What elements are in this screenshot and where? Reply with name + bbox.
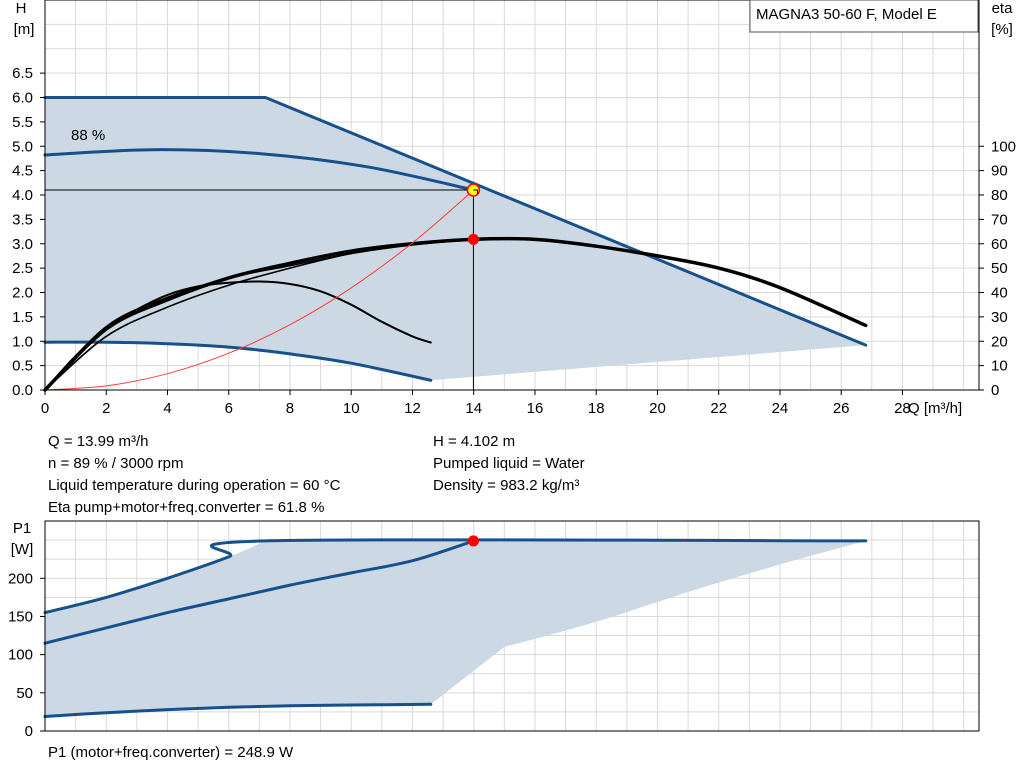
y2-tick-label: 80: [991, 187, 1008, 204]
y-tick-label: 2.0: [12, 285, 33, 302]
y-tick-label: 4.5: [12, 163, 33, 180]
power-chart: 0 50 100 150 200 P1 [W]: [8, 520, 980, 740]
head-curves: [43, 96, 868, 392]
x-axis-label: Q [m³/h]: [908, 400, 962, 417]
x-tick-label: 12: [404, 400, 421, 417]
y2-tick-label: 50: [991, 260, 1008, 277]
curve-min-curve: [43, 340, 433, 382]
chart-title: MAGNA3 50-60 F, Model E: [756, 6, 937, 23]
info-liquid-temperature: Liquid temperature during operation = 60…: [48, 477, 341, 494]
curve-eta-min: [44, 280, 432, 391]
y-tick-label: 1.5: [12, 309, 33, 326]
info-efficiency: Eta pump+motor+freq.converter = 61.8 %: [48, 499, 325, 516]
y2-tick-label: 100: [991, 138, 1016, 155]
power-curve-min-curve: [43, 702, 433, 718]
y2-tick-label: 70: [991, 211, 1008, 228]
x-tick-label: 28: [894, 400, 911, 417]
y-tick-label: 5.0: [12, 138, 33, 155]
y2-axis-label-eta: eta: [992, 0, 1014, 17]
head-y2-ticks: 0 10 20 30 40 50 60 70 80 90 100: [979, 138, 1016, 399]
info-flow: Q = 13.99 m³/h: [48, 433, 149, 450]
head-y-ticks: 0.0 0.5 1.0 1.5 2.0 2.5 3.0 3.5 4.0 4.5 5.0 5.5 6.0 6…: [12, 65, 45, 399]
power-markers: [467, 535, 479, 547]
power-curves: [43, 538, 868, 718]
p1-tick-label: 200: [8, 570, 33, 587]
y2-axis-unit-eta: [%]: [991, 21, 1013, 38]
power-envelope: [45, 540, 866, 717]
info-density: Density = 983.2 kg/m³: [433, 477, 580, 494]
y-tick-label: 6.5: [12, 65, 33, 82]
y2-tick-label: 10: [991, 358, 1008, 375]
y2-tick-label: 20: [991, 333, 1008, 350]
info-left: Q = 13.99 m³/h n = 89 % / 3000 rpm Liqui…: [48, 431, 340, 519]
y-tick-label: 6.0: [12, 90, 33, 107]
y2-tick-label: 0: [991, 382, 999, 399]
curve-max-curve: [43, 96, 868, 347]
x-tick-label: 26: [833, 400, 850, 417]
y2-tick-label: 60: [991, 236, 1008, 253]
y-tick-label: 3.0: [12, 236, 33, 253]
y-tick-label: 0.5: [12, 358, 33, 375]
power-curve-max-curve: [43, 538, 868, 615]
info-right: H = 4.102 m Pumped liquid = Water Densit…: [433, 431, 585, 497]
x-tick-label: 24: [772, 400, 789, 417]
y-tick-label: 3.5: [12, 211, 33, 228]
power-point-marker: [467, 535, 479, 547]
info-pumped-liquid: Pumped liquid = Water: [433, 455, 585, 472]
y2-tick-label: 90: [991, 163, 1008, 180]
y-axis-unit-p1: [W]: [11, 541, 34, 558]
x-tick-label: 14: [465, 400, 482, 417]
head-markers: [45, 183, 481, 390]
curve-annotation: 88 %: [71, 127, 105, 144]
head-x-ticks: 0 2 4 6 8 10 12 14 16 18 20 22 24 26 28: [41, 390, 911, 417]
y-tick-label: 1.0: [12, 333, 33, 350]
x-tick-label: 2: [102, 400, 110, 417]
y-tick-label: 5.5: [12, 114, 33, 131]
curve-eta-variant: [44, 238, 475, 391]
y-tick-label: 0.0: [12, 382, 33, 399]
title-box: [749, 0, 979, 33]
info-head: H = 4.102 m: [433, 433, 516, 450]
duty-point-tick: [473, 189, 478, 195]
p1-tick-label: 100: [8, 647, 33, 664]
y-tick-label: 2.5: [12, 260, 33, 277]
curve-system-curve: [44, 189, 475, 391]
power-plot-frame: [44, 520, 980, 732]
p1-tick-label: 50: [16, 685, 33, 702]
y-tick-label: 4.0: [12, 187, 33, 204]
x-tick-label: 8: [286, 400, 294, 417]
eta-point-marker: [467, 233, 479, 245]
x-tick-label: 22: [710, 400, 727, 417]
y-axis-label-p1: P1: [13, 520, 31, 537]
y2-tick-label: 30: [991, 309, 1008, 326]
x-tick-label: 16: [527, 400, 544, 417]
p1-tick-label: 150: [8, 608, 33, 625]
curve-eta-variant: [44, 238, 475, 391]
x-tick-label: 18: [588, 400, 605, 417]
x-tick-label: 0: [41, 400, 49, 417]
x-tick-label: 6: [225, 400, 233, 417]
y-axis-unit-h: [m]: [14, 21, 35, 38]
power-y-ticks: 0 50 100 150 200: [8, 570, 45, 740]
x-tick-label: 10: [343, 400, 360, 417]
info-power: P1 (motor+freq.converter) = 248.9 W: [48, 744, 294, 761]
x-tick-label: 4: [163, 400, 171, 417]
y2-tick-label: 40: [991, 285, 1008, 302]
power-curve-88-percent-curve: [43, 539, 476, 645]
curve-88-percent-curve: [43, 148, 476, 192]
p1-tick-label: 0: [25, 723, 33, 740]
info-speed: n = 89 % / 3000 rpm: [48, 455, 184, 472]
head-chart: 0 2 4 6 8 10 12 14 16 18 20 22 24 26 28 0.00.51.01.52.…: [12, 0, 1016, 417]
y-axis-label-h: H: [16, 0, 27, 17]
x-tick-label: 20: [649, 400, 666, 417]
